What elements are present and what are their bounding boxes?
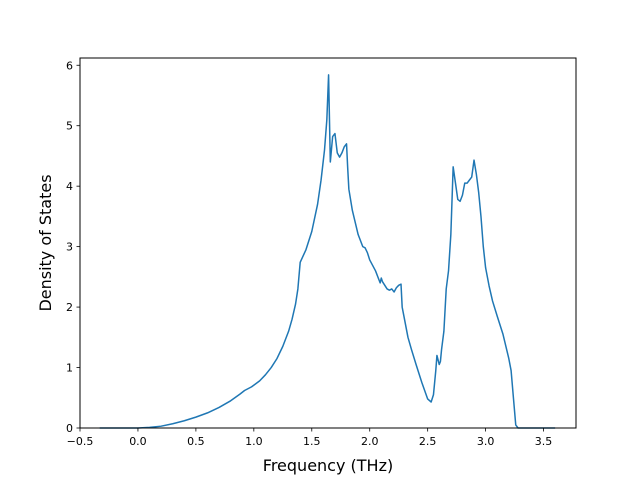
x-tick-label: 3.0 [477, 435, 495, 448]
x-tick-label: 3.5 [535, 435, 553, 448]
x-tick-label: 0.0 [129, 435, 147, 448]
y-tick-label: 1 [66, 362, 73, 375]
y-tick-label: 0 [66, 422, 73, 435]
plot-frame [79, 57, 577, 429]
y-tick-label: 3 [66, 241, 73, 254]
y-axis-title: Density of States [36, 174, 55, 311]
y-tick-label: 2 [66, 301, 73, 314]
x-tick-label: 1.5 [303, 435, 321, 448]
x-tick-label: 0.5 [187, 435, 205, 448]
x-tick-label: −0.5 [67, 435, 94, 448]
y-tick-label: 6 [66, 59, 73, 72]
x-tick-label: 1.0 [245, 435, 263, 448]
y-tick-label: 4 [66, 180, 73, 193]
x-axis-title: Frequency (THz) [263, 456, 393, 475]
x-tick-label: 2.5 [419, 435, 437, 448]
x-tick-label: 2.0 [361, 435, 379, 448]
y-tick-label: 5 [66, 120, 73, 133]
dos-line-0 [99, 74, 556, 429]
